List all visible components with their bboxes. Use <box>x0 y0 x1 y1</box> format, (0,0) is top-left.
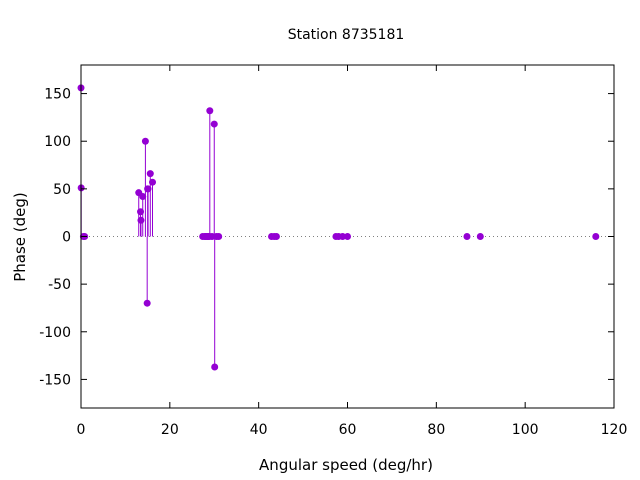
x-tick-label: 120 <box>601 422 628 438</box>
data-point <box>344 233 351 240</box>
x-tick-label: 0 <box>77 422 86 438</box>
y-tick-label: 100 <box>44 134 71 150</box>
x-tick-label: 40 <box>250 422 268 438</box>
x-tick-label: 60 <box>339 422 357 438</box>
data-point <box>210 120 218 128</box>
x-axis-ticks: 0 20 40 60 80 100 120 <box>77 65 628 438</box>
data-point <box>143 299 151 307</box>
x-tick-label: 80 <box>427 422 445 438</box>
data-point <box>592 233 600 240</box>
chart-title: Station 8735181 <box>288 27 405 43</box>
data-point <box>146 170 154 178</box>
y-tick-label: -100 <box>39 325 71 341</box>
data-point <box>149 178 157 186</box>
data-point <box>339 233 347 240</box>
data-point <box>206 107 214 115</box>
x-tick-label: 100 <box>512 422 539 438</box>
x-axis-label: Angular speed (deg/hr) <box>259 456 433 474</box>
data-point <box>215 233 223 240</box>
y-axis-label: Phase (deg) <box>11 192 29 282</box>
y-tick-label: 50 <box>53 182 71 198</box>
data-point <box>141 137 149 145</box>
x-tick-label: 20 <box>161 422 179 438</box>
data-point <box>476 233 484 240</box>
data-point <box>139 192 147 200</box>
y-axis-ticks: -150 -100 -50 0 50 100 150 <box>39 87 614 388</box>
y-tick-label: -50 <box>48 277 71 293</box>
y-tick-label: 150 <box>44 87 71 103</box>
y-tick-label: -150 <box>39 372 71 388</box>
data-point <box>272 233 280 240</box>
data-point <box>137 208 145 216</box>
data-point <box>211 363 219 371</box>
data-point <box>144 185 152 193</box>
data-point <box>463 233 471 240</box>
y-tick-label: 0 <box>62 230 71 246</box>
data-point <box>137 216 145 224</box>
impulse-layer <box>80 87 216 368</box>
point-layer <box>77 84 600 371</box>
